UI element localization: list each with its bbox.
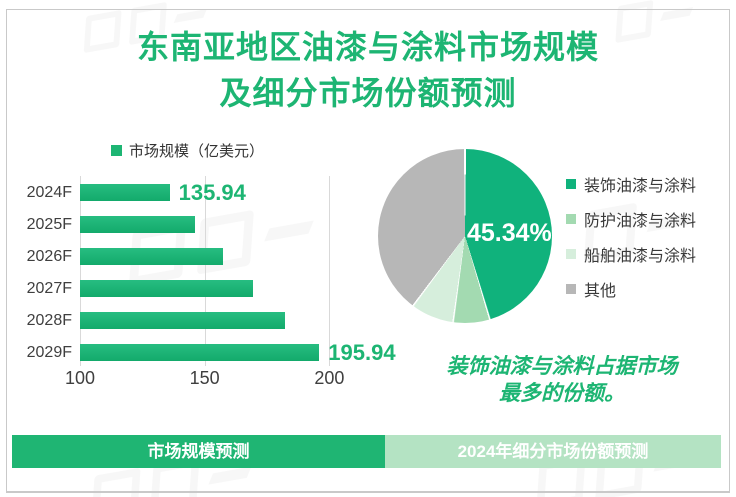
x-gridline — [80, 176, 81, 366]
legend-swatch-icon — [566, 283, 576, 294]
bar-chart-legend: 市场规模（亿美元） — [111, 140, 264, 161]
pie-data-label: 45.34% — [467, 219, 552, 247]
page-title: 东南亚地区油漆与涂料市场规模 及细分市场份额预测 — [0, 24, 736, 116]
bar-2024F — [80, 184, 170, 201]
y-axis-category-label: 2028F — [26, 312, 72, 329]
bar-2027F — [80, 280, 253, 297]
pie-legend-label: 防护油漆与涂料 — [584, 212, 697, 230]
title-line-1: 东南亚地区油漆与涂料市场规模 — [136, 29, 599, 65]
footer-right-tab: 2024年细分市场份额预测 — [385, 435, 721, 468]
x-axis-tick-label: 200 — [314, 368, 345, 388]
pie-legend-item: 船舶油漆与涂料 — [566, 245, 696, 265]
pie-legend-label: 船舶油漆与涂料 — [584, 247, 697, 265]
bar-legend-label: 市场规模（亿美元） — [129, 143, 265, 160]
legend-swatch-icon — [566, 248, 576, 259]
y-axis-category-label: 2025F — [26, 216, 72, 233]
legend-swatch-icon — [111, 145, 122, 156]
bar-value-label: 135.94 — [178, 180, 246, 205]
y-axis-category-label: 2024F — [26, 184, 72, 201]
pie-legend-label: 装饰油漆与涂料 — [584, 177, 697, 195]
legend-swatch-icon — [566, 213, 576, 224]
legend-swatch-icon — [566, 178, 576, 189]
bar-2029F — [80, 344, 320, 361]
y-axis-category-label: 2029F — [26, 344, 72, 361]
pie-legend-item: 装饰油漆与涂料 — [566, 175, 696, 195]
caption-line-1: 装饰油漆与涂料占据市场 — [446, 355, 678, 378]
x-axis-tick-label: 100 — [64, 368, 96, 388]
y-axis-category-label: 2027F — [26, 280, 72, 297]
pie-legend-item: 防护油漆与涂料 — [566, 210, 696, 230]
footer-left-tab: 市场规模预测 — [12, 435, 385, 468]
x-axis-tick-label: 150 — [189, 368, 220, 388]
pie-legend: 装饰油漆与涂料 防护油漆与涂料 船舶油漆与涂料 其他 — [566, 175, 696, 300]
pie-caption: 装饰油漆与涂料占据市场 最多的份额。 — [395, 353, 729, 407]
pie-legend-item: 其他 — [566, 280, 696, 300]
x-gridline — [204, 176, 206, 366]
y-axis-category-label: 2026F — [26, 248, 72, 265]
bar-value-label: 195.94 — [328, 340, 396, 365]
bar-chart: 100 150 200 2024F 2025F 2026F 2027F 2028F 2029F 1… — [26, 176, 396, 388]
bar-2028F — [80, 312, 285, 329]
pie-chart — [378, 149, 552, 323]
title-line-2: 及细分市场份额预测 — [219, 75, 517, 111]
x-gridline — [329, 176, 331, 366]
caption-line-2: 最多的份额。 — [499, 382, 625, 405]
bar-2025F — [80, 216, 196, 233]
pie-legend-label: 其他 — [584, 282, 617, 300]
bar-2026F — [80, 248, 224, 265]
